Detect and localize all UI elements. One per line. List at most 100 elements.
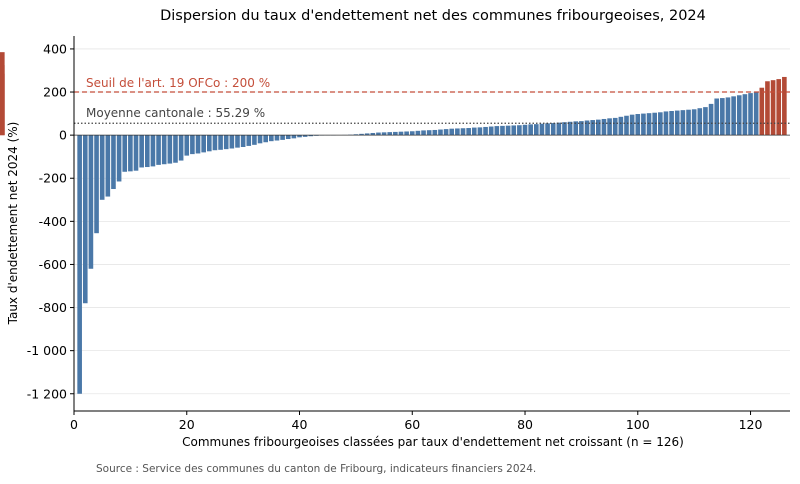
x-tick-label: 120 xyxy=(739,417,763,432)
bar xyxy=(703,107,708,136)
bar xyxy=(533,124,539,136)
bar xyxy=(612,117,618,136)
bar xyxy=(178,135,184,161)
bar xyxy=(635,114,641,136)
bar xyxy=(421,130,426,136)
bar xyxy=(207,135,212,152)
bar xyxy=(567,121,573,136)
bar xyxy=(742,94,748,136)
bar xyxy=(432,129,438,136)
y-tick-label: -400 xyxy=(39,214,67,229)
bar xyxy=(449,128,455,136)
bar xyxy=(82,135,88,304)
x-tick-label: 20 xyxy=(179,417,195,432)
bar xyxy=(246,135,252,146)
bar xyxy=(505,125,511,136)
bar xyxy=(579,121,584,136)
bar xyxy=(105,135,111,197)
bar xyxy=(387,132,393,136)
bar xyxy=(782,76,787,136)
bar xyxy=(691,109,697,136)
bar xyxy=(680,110,686,136)
bar xyxy=(522,124,528,136)
bar xyxy=(235,135,240,148)
bar xyxy=(88,135,94,269)
bar xyxy=(511,125,517,136)
bar xyxy=(252,135,257,145)
y-tick-label: -600 xyxy=(39,257,67,272)
bar xyxy=(443,129,449,136)
bar xyxy=(624,115,629,136)
source-note: Source : Service des communes du canton … xyxy=(96,463,536,475)
chart-title: Dispersion du taux d'endettement net des… xyxy=(160,8,706,24)
bar xyxy=(128,135,133,172)
bar xyxy=(669,111,674,136)
bar xyxy=(556,122,562,136)
bar xyxy=(646,113,652,136)
bar xyxy=(409,131,415,136)
bar xyxy=(122,135,128,172)
bar xyxy=(269,135,274,142)
mean-label: Moyenne cantonale : 55.29 % xyxy=(86,106,265,120)
bar xyxy=(173,135,178,163)
bar xyxy=(539,123,545,136)
bar xyxy=(150,135,156,167)
ticks: -1 200 -1 000 -800 -600 -400 -200 0 200 400 0 20 40… xyxy=(27,41,763,432)
bars xyxy=(0,52,787,394)
bar xyxy=(708,103,714,136)
bar xyxy=(133,135,139,171)
bar xyxy=(652,112,657,136)
bar xyxy=(562,122,567,136)
bar xyxy=(190,135,195,155)
bar xyxy=(748,93,753,136)
y-axis-label: Taux d'endettement net 2024 (%) xyxy=(6,122,20,326)
bar xyxy=(573,121,579,136)
bar xyxy=(415,130,421,136)
y-tick-label: 400 xyxy=(43,41,67,56)
bar xyxy=(607,118,612,136)
bar xyxy=(184,135,190,156)
bar xyxy=(263,135,268,143)
bar xyxy=(156,135,161,165)
bar xyxy=(477,127,483,136)
bar xyxy=(528,124,533,136)
bar xyxy=(455,128,460,136)
bar xyxy=(584,120,590,136)
y-tick-label: -1 000 xyxy=(27,343,67,358)
bar xyxy=(753,92,759,136)
bar xyxy=(364,133,370,136)
bar xyxy=(229,135,235,149)
bar xyxy=(720,98,725,136)
bar xyxy=(376,132,381,136)
bar xyxy=(201,135,206,153)
bar xyxy=(285,135,291,140)
bar xyxy=(697,108,703,136)
y-tick-label: 200 xyxy=(43,85,67,100)
bar xyxy=(736,95,742,136)
bar xyxy=(494,126,500,136)
bar xyxy=(765,81,770,136)
bar xyxy=(161,135,167,165)
gridlines xyxy=(74,48,790,395)
x-tick-label: 40 xyxy=(292,417,308,432)
bar xyxy=(381,132,387,136)
bar xyxy=(274,135,280,141)
bar xyxy=(776,79,782,136)
bar xyxy=(0,52,5,136)
x-tick-label: 0 xyxy=(70,417,78,432)
reference-lines xyxy=(74,91,790,136)
x-tick-label: 60 xyxy=(404,417,420,432)
bar xyxy=(240,135,246,147)
bar xyxy=(466,128,471,136)
bar xyxy=(116,135,122,182)
bar xyxy=(686,109,691,136)
bar xyxy=(641,113,646,136)
bar xyxy=(218,135,223,150)
bar xyxy=(297,135,302,138)
bar xyxy=(629,114,635,136)
bar xyxy=(488,126,494,136)
bar xyxy=(393,131,398,136)
bar xyxy=(370,132,376,136)
bar xyxy=(167,135,173,164)
